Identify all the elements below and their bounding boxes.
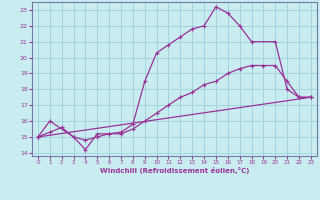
X-axis label: Windchill (Refroidissement éolien,°C): Windchill (Refroidissement éolien,°C) (100, 167, 249, 174)
